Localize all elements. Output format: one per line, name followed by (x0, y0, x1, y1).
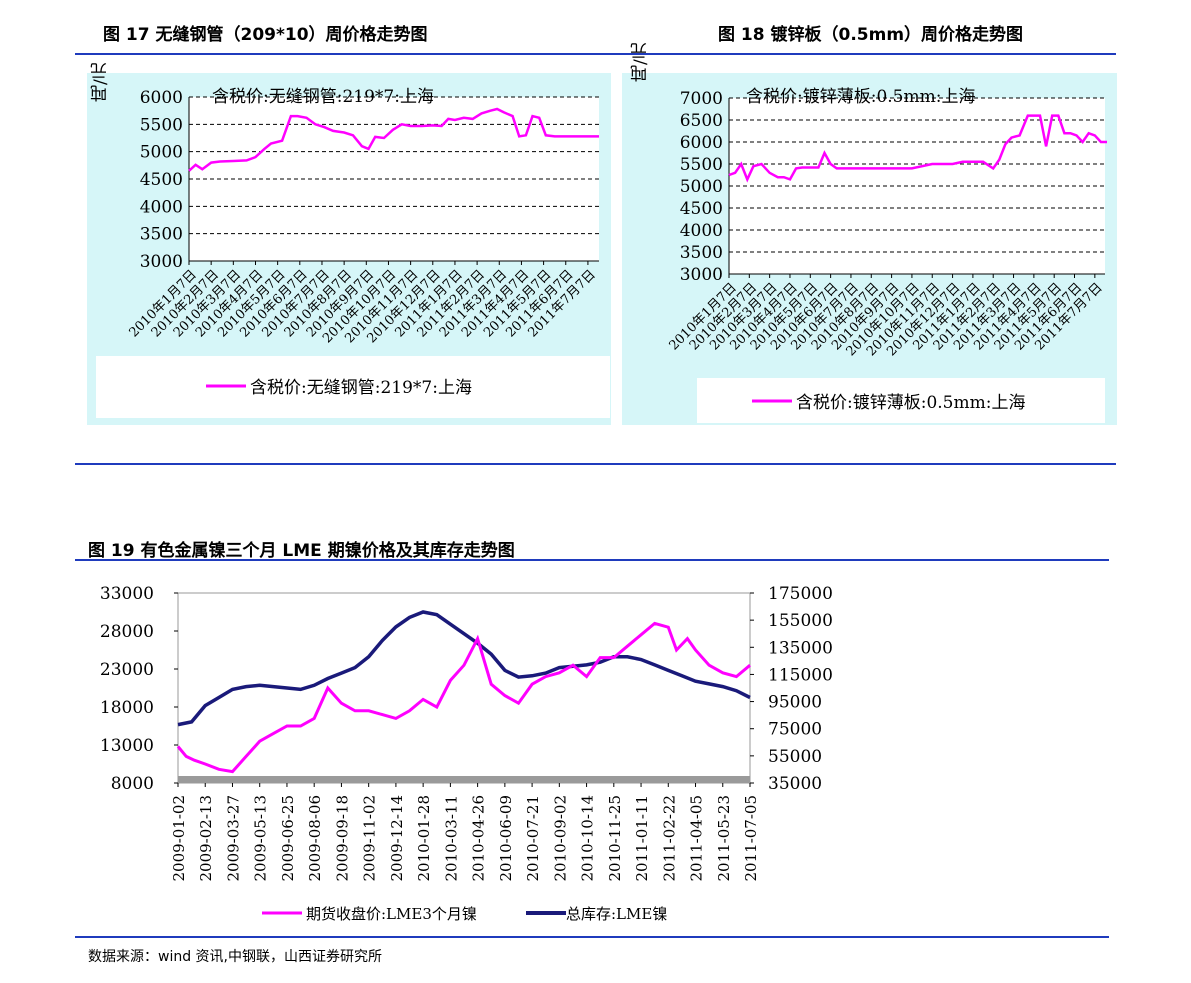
fig19-plot: 8000 13000 18000 23000 28000 33000 35000 55000… (100, 584, 833, 923)
f19-xtick-label: 2009-06-25 (279, 795, 297, 881)
f19-xtick-label: 2009-08-06 (306, 795, 324, 881)
f19-xtick-label: 2010-07-21 (524, 795, 542, 881)
fig18-legend-label: 含税价:镀锌薄板:0.5mm:上海 (796, 393, 1025, 413)
bottom-rule (75, 936, 1109, 938)
f17-ytick-label: 4500 (140, 170, 183, 190)
fig19-price-line (176, 621, 751, 774)
fig18-annotation: 含税价:镀锌薄板:0.5mm:上海 (746, 87, 975, 107)
f19-right-tick-label: 155000 (768, 611, 833, 631)
f19-xtick-label: 2010-03-11 (442, 795, 460, 881)
f18-ytick-label: 3500 (680, 243, 723, 263)
f18-ytick-label: 5500 (680, 155, 723, 175)
f18-ytick-label: 4500 (680, 199, 723, 219)
fig17-y-ticks: 3000 3500 4000 4500 5000 5500 6000 (140, 88, 183, 272)
fig19-stock-line (177, 610, 751, 727)
f18-ytick-label: 5000 (680, 177, 723, 197)
f17-ytick-label: 3500 (140, 225, 183, 245)
fig17-x-ticks: 2010年1月7日2010年2月7日2010年3月7日2010年4月7日2010… (127, 261, 599, 346)
f19-xtick-label: 2009-12-14 (388, 795, 406, 881)
fig19-right-ticks: 35000 55000 75000 95000 115000 135000 155000 17… (750, 584, 833, 794)
f18-ytick-label: 6500 (680, 111, 723, 131)
fig18-series-line (728, 114, 1107, 183)
f19-right-tick-label: 135000 (768, 638, 833, 658)
fig17-series-line (188, 107, 599, 172)
source-note: 数据来源：wind 资讯,中钢联，山西证券研究所 (88, 949, 382, 965)
f19-xtick-label: 2011-04-05 (688, 795, 706, 881)
f19-xtick-label: 2010-09-02 (551, 795, 569, 881)
fig19-baseline-band (178, 776, 750, 783)
f18-ytick-label: 6000 (680, 133, 723, 153)
f19-right-tick-label: 95000 (768, 693, 822, 713)
fig19-legend-stock-label: 总库存:LME镍 (566, 905, 667, 923)
f19-left-tick-label: 8000 (111, 774, 154, 794)
f19-xtick-label: 2010-04-26 (470, 795, 488, 881)
f18-ytick-label: 7000 (680, 89, 723, 109)
f19-xtick-label: 2009-01-02 (170, 795, 188, 881)
f19-xtick-label: 2010-10-14 (579, 795, 597, 881)
fig17-annotation: 含税价:无缝钢管:219*7:上海 (212, 87, 434, 107)
f19-xtick-label: 2009-03-27 (224, 795, 242, 881)
f19-left-tick-label: 28000 (100, 622, 154, 642)
f17-ytick-label: 3000 (140, 252, 183, 272)
f19-right-tick-label: 115000 (768, 665, 833, 685)
f19-right-tick-label: 75000 (768, 720, 822, 740)
f19-right-tick-label: 35000 (768, 774, 822, 794)
fig19-x-ticks: 2009-01-02 2009-02-13 2009-03-27 2009-05-13… (170, 783, 760, 881)
f17-ytick-label: 4000 (140, 197, 183, 217)
fig19-title: 图 19 有色金属镍三个月 LME 期镍价格及其库存走势图 (88, 541, 515, 561)
f19-xtick-label: 2009-02-13 (197, 795, 215, 881)
fig17-title: 图 17 无缝钢管（209*10）周价格走势图 (103, 25, 428, 45)
fig17-legend-box (96, 356, 610, 418)
fig19-plot-area (177, 592, 751, 784)
f19-left-tick-label: 33000 (100, 584, 154, 604)
fig17-unit-label: 吨/元 (91, 62, 112, 102)
f17-ytick-label: 6000 (140, 88, 183, 108)
fig19-legend-price-label: 期货收盘价:LME3个月镍 (306, 905, 477, 923)
f19-xtick-label: 2010-11-25 (606, 795, 624, 881)
f19-xtick-label: 2011-07-05 (742, 795, 760, 881)
f19-xtick-label: 2009-11-02 (361, 795, 379, 881)
f19-xtick-label: 2010-06-09 (497, 795, 515, 881)
f18-ytick-label: 4000 (680, 221, 723, 241)
f19-left-tick-label: 23000 (100, 660, 154, 680)
f19-xtick-label: 2009-09-18 (333, 795, 351, 881)
f19-xtick-label: 2011-02-22 (660, 795, 678, 881)
f19-xtick-label: 2009-05-13 (252, 795, 270, 881)
top-rule (75, 53, 1116, 55)
f17-ytick-label: 5500 (140, 115, 183, 135)
fig19-left-ticks: 8000 13000 18000 23000 28000 33000 (100, 584, 178, 794)
fig18-unit-label: 吨/元 (631, 42, 652, 82)
f19-right-tick-label: 175000 (768, 584, 833, 604)
f19-left-tick-label: 13000 (100, 736, 154, 756)
f19-right-tick-label: 55000 (768, 747, 822, 767)
f19-left-tick-label: 18000 (100, 698, 154, 718)
f19-xtick-label: 2010-01-28 (415, 795, 433, 881)
f19-xtick-label: 2011-05-23 (715, 795, 733, 881)
f18-ytick-label: 3000 (680, 265, 723, 285)
fig17-gridlines (189, 96, 599, 235)
f17-ytick-label: 5000 (140, 143, 183, 163)
fig19-rule (75, 559, 1109, 561)
f19-xtick-label: 2011-01-11 (633, 795, 651, 881)
fig17-legend-label: 含税价:无缝钢管:219*7:上海 (250, 378, 472, 398)
fig18-title: 图 18 镀锌板（0.5mm）周价格走势图 (718, 25, 1024, 45)
fig18-x-ticks: 2010年1月7日2010年2月7日2010年3月7日2010年4月7日2010… (667, 274, 1106, 359)
fig17-plot: 3000 3500 4000 4500 5000 5500 6000 2010年1月7日20… (91, 62, 599, 398)
